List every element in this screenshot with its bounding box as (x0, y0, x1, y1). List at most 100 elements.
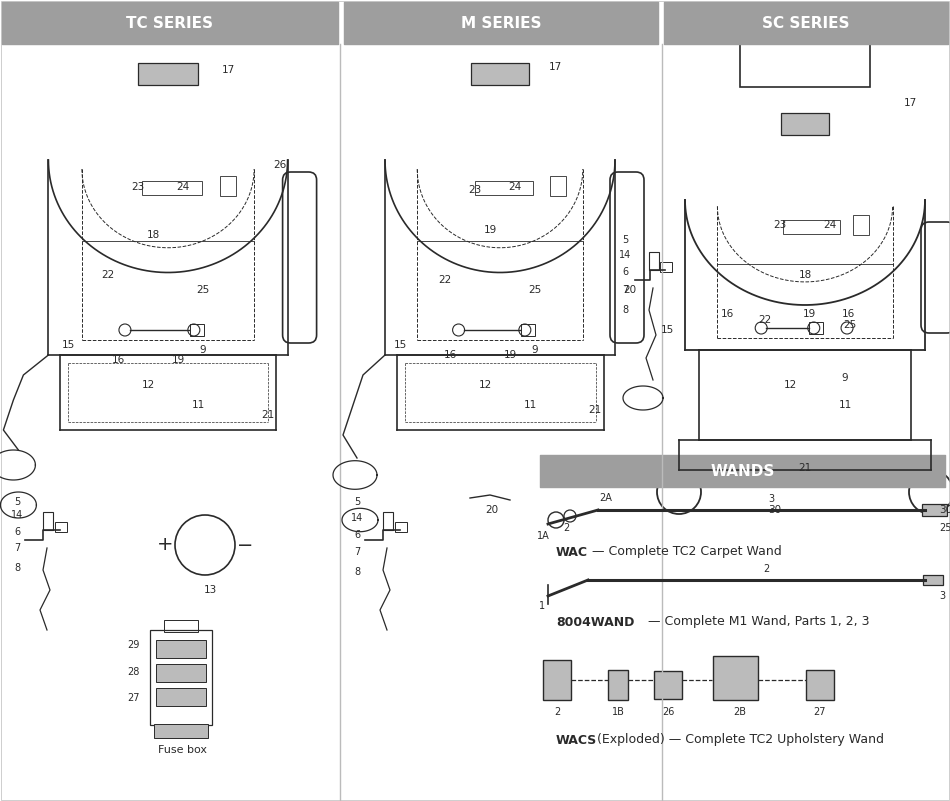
Bar (654, 671, 682, 699)
Text: 20: 20 (623, 285, 636, 295)
Bar (156, 640, 206, 658)
Text: 25: 25 (939, 523, 950, 533)
Bar (475, 181, 533, 195)
Text: 13: 13 (203, 585, 217, 595)
Text: WACS: WACS (556, 734, 598, 747)
Text: 16: 16 (842, 309, 855, 319)
Text: 21: 21 (798, 463, 811, 473)
Text: 12: 12 (479, 380, 492, 390)
Bar (150, 630, 212, 725)
Bar (740, 7, 870, 87)
Text: 16: 16 (444, 350, 457, 360)
Text: 6: 6 (14, 527, 20, 537)
Text: 5: 5 (14, 497, 20, 507)
Text: 7: 7 (14, 543, 20, 553)
Text: 25: 25 (844, 320, 857, 330)
Text: 23: 23 (468, 185, 482, 195)
Text: 8: 8 (354, 567, 360, 577)
Text: 5: 5 (353, 497, 360, 507)
Text: 11: 11 (838, 400, 851, 410)
Text: 1: 1 (539, 601, 545, 611)
Bar (55, 522, 67, 532)
Text: 18: 18 (146, 230, 160, 240)
Text: 6: 6 (622, 267, 628, 277)
Bar (922, 504, 947, 516)
Text: 23: 23 (131, 182, 144, 192)
Text: 15: 15 (393, 340, 407, 350)
Text: 26: 26 (274, 160, 287, 170)
Text: (Exploded) — Complete TC2 Upholstery Wand: (Exploded) — Complete TC2 Upholstery Wan… (597, 734, 884, 747)
Text: M SERIES: M SERIES (461, 15, 542, 30)
Bar (923, 575, 943, 585)
Text: 30: 30 (940, 505, 950, 515)
Text: 25: 25 (197, 285, 210, 295)
Text: SC SERIES: SC SERIES (762, 15, 849, 30)
Text: 19: 19 (171, 355, 184, 365)
Text: 2: 2 (554, 707, 560, 717)
Text: 3: 3 (769, 494, 774, 504)
Text: +: + (157, 536, 173, 554)
Text: 19: 19 (484, 225, 497, 235)
Text: 7: 7 (622, 285, 628, 295)
Text: 2: 2 (764, 564, 770, 574)
Text: — Complete M1 Wand, Parts 1, 2, 3: — Complete M1 Wand, Parts 1, 2, 3 (648, 615, 869, 629)
Text: 22: 22 (102, 270, 115, 280)
Text: 21: 21 (588, 405, 601, 415)
Text: 2A: 2A (599, 493, 613, 503)
Text: — Complete TC2 Carpet Wand: — Complete TC2 Carpet Wand (592, 545, 782, 558)
Text: 3: 3 (939, 591, 945, 601)
Bar (521, 324, 535, 336)
Bar (608, 670, 628, 700)
Text: 15: 15 (62, 340, 75, 350)
Text: Fuse box: Fuse box (158, 745, 206, 755)
Text: 8: 8 (14, 563, 20, 573)
Bar (783, 220, 840, 235)
Bar (550, 176, 565, 196)
Text: 14: 14 (10, 510, 23, 520)
Text: 15: 15 (660, 325, 674, 335)
Text: 23: 23 (773, 220, 787, 230)
Bar (853, 215, 869, 235)
Text: 24: 24 (824, 220, 837, 230)
Bar (712, 656, 757, 700)
Text: 11: 11 (191, 400, 204, 410)
Text: 14: 14 (618, 250, 631, 260)
Text: TC SERIES: TC SERIES (126, 15, 214, 30)
Text: 1A: 1A (537, 531, 549, 541)
Bar (156, 664, 206, 682)
Text: 27: 27 (814, 707, 826, 717)
Bar (809, 322, 824, 334)
Text: 9: 9 (200, 345, 206, 355)
Text: 12: 12 (784, 380, 797, 390)
Bar (219, 176, 236, 196)
Text: 19: 19 (504, 350, 517, 360)
Text: 28: 28 (127, 667, 140, 677)
Text: 22: 22 (758, 315, 771, 325)
Bar (142, 181, 202, 195)
Text: 14: 14 (351, 513, 363, 523)
Bar (781, 113, 829, 135)
Text: 2: 2 (562, 523, 569, 533)
Text: 29: 29 (127, 640, 140, 650)
Text: 11: 11 (523, 400, 537, 410)
Text: −: − (237, 536, 254, 554)
Text: 8: 8 (622, 305, 628, 315)
Text: 7: 7 (353, 547, 360, 557)
Text: 19: 19 (803, 309, 816, 319)
Text: 24: 24 (177, 182, 190, 192)
Text: 8004WAND: 8004WAND (556, 615, 635, 629)
Text: 25: 25 (528, 285, 542, 295)
Text: 16: 16 (111, 355, 124, 365)
Text: 1B: 1B (612, 707, 624, 717)
Bar (164, 620, 198, 632)
Bar (190, 324, 203, 336)
Bar (138, 63, 198, 85)
FancyBboxPatch shape (610, 172, 644, 343)
Bar (649, 252, 659, 270)
Text: 9: 9 (842, 373, 848, 383)
Text: 22: 22 (438, 275, 451, 285)
Bar (154, 724, 208, 738)
Bar (806, 670, 834, 700)
Text: 17: 17 (903, 98, 917, 108)
Bar (471, 63, 529, 85)
